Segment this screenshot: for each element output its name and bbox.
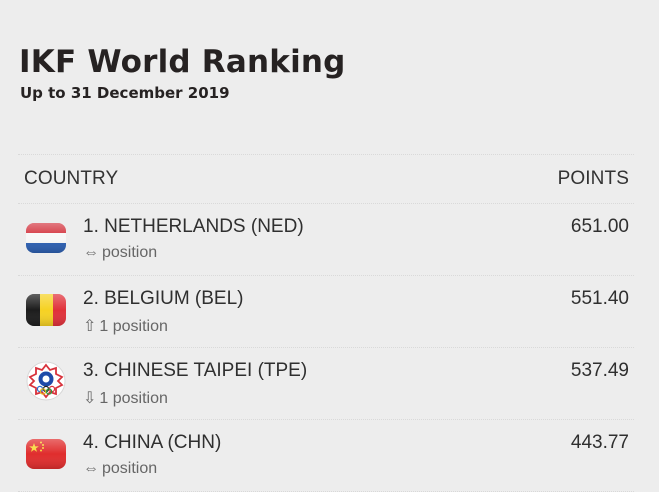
table-row[interactable]: 1. NETHERLANDS (NED) ⇔ position 651.00 bbox=[18, 204, 634, 276]
country-name: 3. CHINESE TAIPEI (TPE) bbox=[83, 360, 308, 381]
position-change: ⇧ 1 position bbox=[83, 316, 168, 336]
china-flag-icon bbox=[26, 437, 66, 471]
country-name: 4. CHINA (CHN) bbox=[83, 432, 222, 453]
no-change-arrow-icon: ⇔ bbox=[83, 244, 99, 261]
no-change-arrow-icon: ⇔ bbox=[83, 460, 99, 477]
table-row[interactable]: 4. CHINA (CHN) ⇔ position 443.77 bbox=[18, 420, 634, 492]
ranking-table: COUNTRY POINTS bbox=[18, 154, 634, 492]
position-change-text: position bbox=[102, 244, 158, 261]
position-change-text: 1 position bbox=[99, 390, 168, 407]
position-change-text: position bbox=[102, 460, 158, 477]
position-change: ⇩ 1 position bbox=[83, 388, 168, 408]
points-value: 651.00 bbox=[570, 216, 629, 237]
page-subtitle: Up to 31 December 2019 bbox=[20, 84, 230, 102]
table-header: COUNTRY POINTS bbox=[18, 154, 634, 204]
points-value: 537.49 bbox=[570, 360, 629, 381]
belgium-flag-icon bbox=[26, 293, 66, 327]
page-title: IKF World Ranking bbox=[19, 44, 346, 80]
points-value: 551.40 bbox=[570, 288, 629, 309]
up-arrow-icon: ⇧ bbox=[83, 318, 97, 335]
position-change: ⇔ position bbox=[83, 244, 157, 262]
down-arrow-icon: ⇩ bbox=[83, 390, 97, 407]
table-row[interactable]: 3. CHINESE TAIPEI (TPE) ⇩ 1 position 537.… bbox=[18, 348, 634, 420]
chinese-taipei-flag-icon bbox=[26, 361, 66, 401]
position-change-text: 1 position bbox=[99, 318, 168, 335]
table-row[interactable]: 2. BELGIUM (BEL) ⇧ 1 position 551.40 bbox=[18, 276, 634, 348]
points-value: 443.77 bbox=[570, 432, 629, 453]
country-name: 2. BELGIUM (BEL) bbox=[83, 288, 244, 309]
column-header-country[interactable]: COUNTRY bbox=[24, 168, 119, 189]
country-name: 1. NETHERLANDS (NED) bbox=[83, 216, 304, 237]
column-header-points[interactable]: POINTS bbox=[557, 168, 629, 189]
netherlands-flag-icon bbox=[26, 221, 66, 255]
position-change: ⇔ position bbox=[83, 460, 157, 478]
